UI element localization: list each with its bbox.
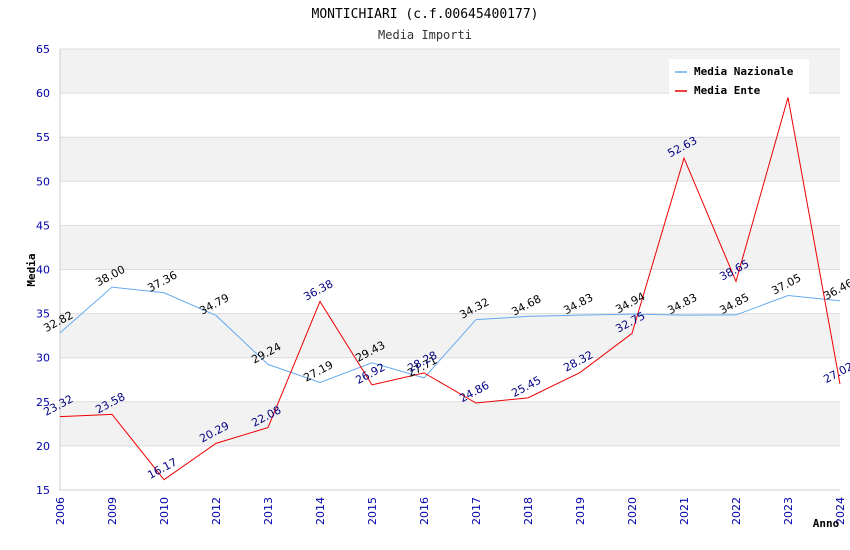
grid-band: [60, 401, 840, 446]
x-tick-label: 2022: [730, 497, 743, 525]
data-label-nazionale: 27.19: [301, 358, 335, 384]
x-tick-label: 2009: [106, 497, 119, 525]
y-tick-label: 60: [36, 87, 50, 100]
x-tick-label: 2019: [574, 497, 587, 525]
chart-title: MONTICHIARI (c.f.00645400177): [312, 7, 539, 22]
x-tick-label: 2012: [210, 497, 223, 525]
y-tick-label: 20: [36, 440, 50, 453]
x-tick-label: 2024: [834, 497, 847, 525]
series-line-nazionale: [59, 286, 841, 384]
grid-bands: [60, 49, 840, 446]
y-axis-label: Media: [25, 253, 38, 286]
legend: Media Nazionale Media Ente: [669, 59, 809, 97]
x-tick-label: 2010: [158, 497, 171, 525]
x-tick-label: 2006: [54, 497, 67, 525]
x-axis-ticks: 2006 2009 2010 2012 2013 2014 2015 2016 2017 2018…: [54, 497, 847, 525]
data-label-ente: 36.38: [301, 277, 335, 303]
y-tick-label: 65: [36, 43, 50, 56]
y-tick-label: 50: [36, 175, 50, 188]
y-tick-label: 55: [36, 131, 50, 144]
chart-subtitle: Media Importi: [378, 28, 472, 42]
legend-box: [669, 59, 809, 97]
grid-band: [60, 137, 840, 182]
x-tick-label: 2016: [418, 497, 431, 525]
data-label-nazionale: 34.85: [717, 291, 751, 317]
legend-label-ente: Media Ente: [694, 84, 761, 97]
x-tick-label: 2017: [470, 497, 483, 525]
series-group: [59, 97, 841, 481]
series-line-ente: [59, 97, 841, 481]
y-tick-label: 45: [36, 219, 50, 232]
data-label-ente: 24.86: [457, 379, 491, 405]
y-tick-label: 35: [36, 308, 50, 321]
y-tick-label: 40: [36, 264, 50, 277]
data-label-nazionale: 37.05: [769, 271, 803, 297]
x-tick-label: 2018: [522, 497, 535, 525]
x-tick-label: 2013: [262, 497, 275, 525]
grid-band: [60, 225, 840, 270]
y-axis-ticks: 15 20 25 30 35 40 45 50 55 60 65: [36, 43, 50, 497]
x-tick-label: 2021: [678, 497, 691, 525]
data-label-ente: 25.45: [509, 374, 543, 400]
data-label-nazionale: 37.36: [145, 269, 179, 295]
x-axis-label: Anno: [813, 517, 840, 530]
x-tick-label: 2015: [366, 497, 379, 525]
y-tick-label: 15: [36, 484, 50, 497]
y-tick-label: 30: [36, 352, 50, 365]
x-tick-label: 2023: [782, 497, 795, 525]
legend-label-nazionale: Media Nazionale: [694, 65, 794, 78]
grid-band: [60, 313, 840, 358]
data-label-nazionale: 36.46: [821, 276, 850, 302]
data-label-ente: 27.02: [821, 360, 850, 386]
x-tick-label: 2020: [626, 497, 639, 525]
x-tick-label: 2014: [314, 497, 327, 525]
y-tick-label: 25: [36, 396, 50, 409]
